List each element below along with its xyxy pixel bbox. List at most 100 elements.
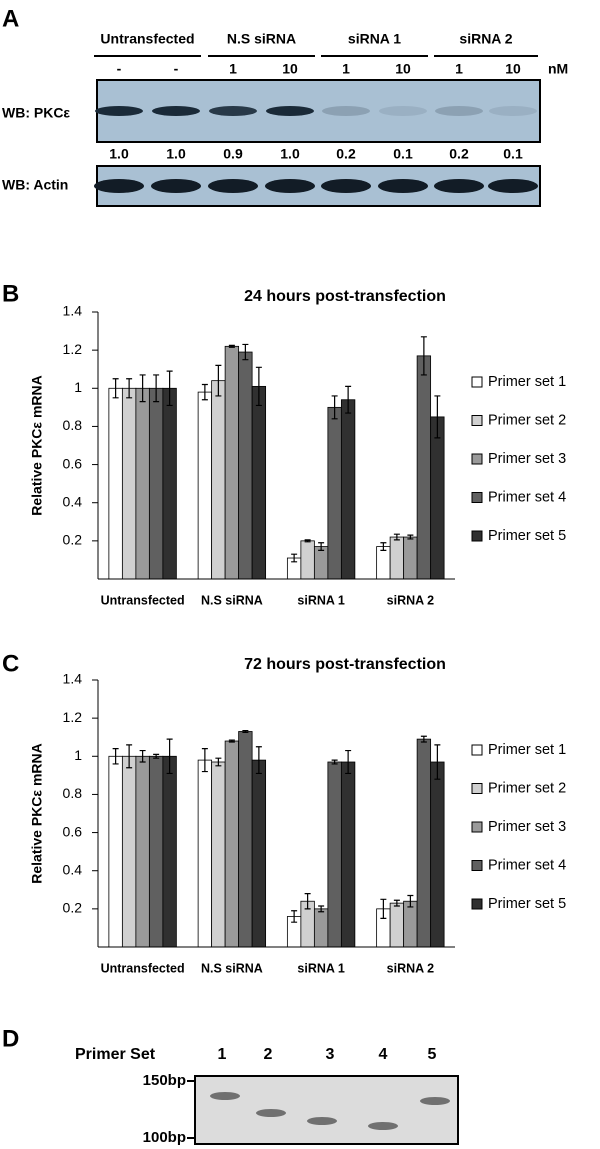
error-bar (139, 749, 146, 763)
x-tick-label: N.S siRNA (201, 961, 263, 975)
error-bar (215, 364, 222, 397)
bar (148, 387, 164, 580)
bar (403, 900, 418, 948)
gel-band (368, 1122, 398, 1130)
bar (416, 355, 432, 580)
gel-band (256, 1109, 286, 1117)
error-bar (434, 744, 441, 780)
error-bar (304, 539, 311, 543)
bar (251, 759, 267, 948)
band (266, 106, 314, 116)
gel-band (210, 1092, 240, 1100)
error-bar (420, 735, 427, 743)
bar (313, 546, 329, 580)
bar (430, 416, 445, 580)
bar (340, 399, 356, 580)
error-bar (126, 744, 133, 769)
y-tick-label: 1.2 (63, 341, 83, 357)
error-bar (393, 533, 400, 541)
lane-label: 5 (428, 1046, 437, 1063)
panel-label: C (2, 650, 19, 677)
y-tick-label: 0.4 (63, 493, 83, 509)
error-bar (291, 910, 298, 923)
legend-swatch (471, 376, 483, 388)
error-bar (434, 395, 441, 439)
legend-swatch (471, 783, 483, 794)
bar (162, 387, 177, 580)
bar (211, 380, 226, 580)
group-label: N.S siRNA (227, 31, 296, 47)
group-label: siRNA 2 (459, 31, 512, 47)
error-bar (345, 385, 352, 414)
y-tick-label: 1.2 (63, 709, 83, 725)
y-tick-label: 1 (74, 379, 82, 395)
error-bar (153, 374, 160, 403)
legend-label: Primer set 1 (488, 742, 566, 758)
error-bar (291, 553, 298, 563)
legend-swatch (471, 530, 483, 542)
error-bar (304, 893, 311, 910)
chart-title: 72 hours post-transfection (244, 656, 446, 673)
band (152, 106, 200, 116)
gel-band (420, 1097, 450, 1105)
x-tick-label: Untransfected (101, 961, 185, 975)
bar (224, 740, 240, 948)
y-tick-label: 0.6 (63, 823, 83, 839)
row-label: WB: Actin (2, 177, 68, 193)
error-bar (228, 344, 235, 348)
gel-label: Primer Set (75, 1046, 156, 1063)
dose-label: 1 (342, 61, 350, 77)
bar (376, 546, 391, 580)
lane-label: 2 (264, 1046, 273, 1063)
actin-band (434, 179, 484, 193)
error-bar (112, 748, 119, 765)
y-tick-label: 0.2 (63, 532, 83, 548)
error-bar (331, 395, 338, 420)
bar (416, 738, 432, 948)
dose-label: 1 (455, 61, 463, 77)
quantity-label: 1.0 (166, 146, 186, 162)
bar (403, 536, 418, 580)
band (379, 106, 427, 116)
bar (389, 902, 405, 948)
dose-label: - (117, 61, 122, 77)
error-bar (112, 378, 119, 399)
y-axis-label: Relative PKCε mRNA (29, 743, 45, 883)
error-bar (126, 378, 133, 399)
quantity-label: 0.2 (336, 146, 356, 162)
error-bar (166, 738, 173, 775)
error-bar (407, 534, 414, 540)
actin-band (208, 179, 258, 193)
bar (238, 731, 253, 948)
legend-swatch (471, 744, 483, 756)
legend-swatch (471, 898, 483, 910)
legend-swatch (471, 492, 483, 503)
bar (251, 385, 267, 580)
quantity-label: 0.9 (223, 146, 243, 162)
x-tick-label: siRNA 2 (387, 961, 435, 975)
error-bar (255, 746, 262, 775)
quantity-label: 1.0 (109, 146, 129, 162)
bar (238, 351, 253, 580)
legend-label: Primer set 1 (488, 374, 566, 390)
chart-title: 24 hours post-transfection (244, 288, 446, 305)
actin-band (378, 179, 428, 193)
error-bar (407, 894, 414, 908)
y-tick-label: 0.2 (63, 900, 83, 916)
error-bar (228, 739, 235, 743)
actin-band (151, 179, 201, 193)
error-bar (345, 749, 352, 775)
x-tick-label: N.S siRNA (201, 593, 263, 607)
error-bar (242, 729, 249, 734)
panel-label: A (2, 5, 19, 32)
dose-label: 1 (229, 61, 237, 77)
band (489, 106, 537, 116)
lane-label: 1 (218, 1046, 227, 1063)
y-tick-label: 1.4 (63, 671, 83, 687)
gel-band (307, 1117, 337, 1125)
actin-band (94, 179, 144, 193)
bar (121, 387, 137, 580)
quantity-label: 1.0 (280, 146, 300, 162)
legend-swatch (471, 415, 483, 426)
